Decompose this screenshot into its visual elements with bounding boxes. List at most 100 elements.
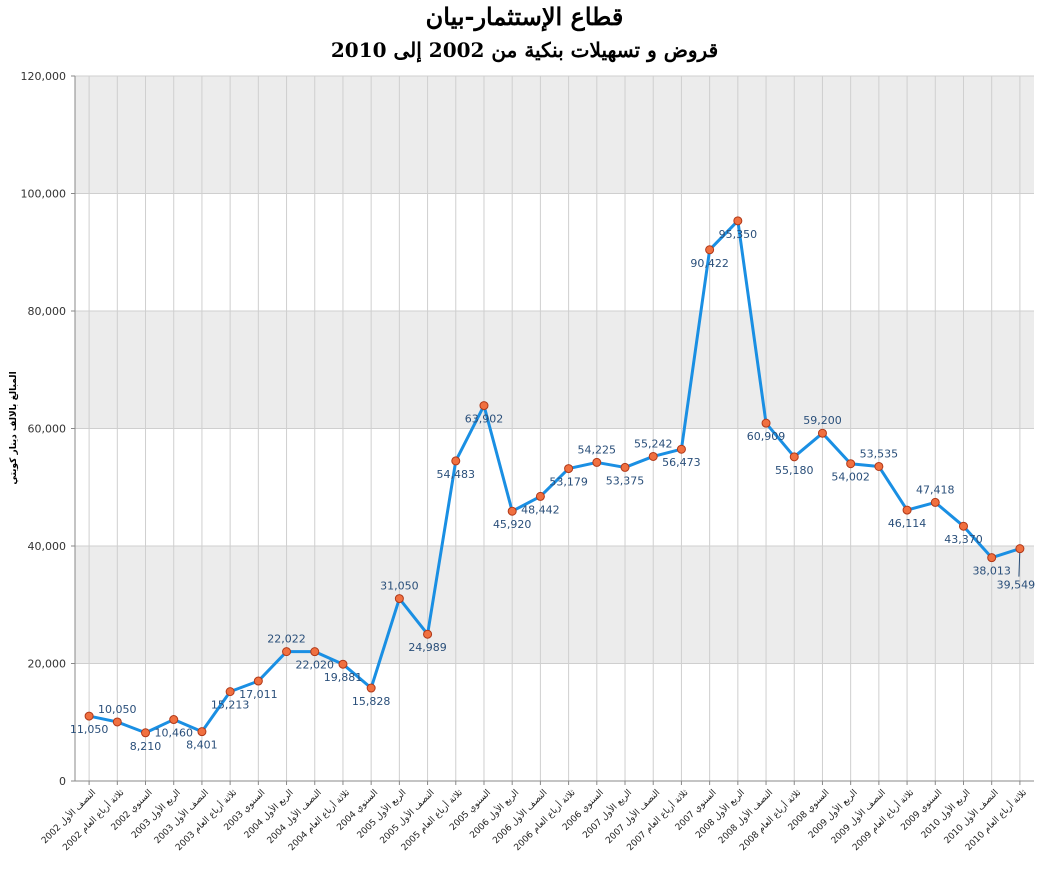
data-label: 55,180 (775, 464, 814, 477)
data-point (507, 506, 517, 516)
data-label: 54,002 (831, 471, 870, 484)
data-point (1015, 544, 1025, 554)
data-point (761, 418, 771, 428)
data-label: 24,989 (408, 641, 447, 654)
data-point (197, 727, 207, 737)
data-point (479, 401, 489, 411)
y-tick-label: 0 (59, 775, 66, 788)
x-tick-label: الربع الأول 2010 (918, 787, 972, 841)
data-label: 43,370 (944, 533, 983, 546)
data-point (310, 647, 320, 657)
data-point (564, 464, 574, 474)
horizontal-gridlines (75, 75, 1034, 664)
data-label: 55,242 (634, 437, 673, 450)
data-label: 22,022 (267, 633, 306, 646)
x-tick-label: الربع الأول 2004 (241, 787, 295, 841)
data-point (846, 459, 856, 469)
data-label: 39,549 (997, 579, 1036, 592)
data-label: 59,200 (803, 414, 842, 427)
data-point (592, 457, 602, 467)
y-tick-label: 40,000 (28, 540, 67, 553)
data-point (84, 711, 94, 721)
data-label: 48,442 (521, 503, 560, 516)
y-tick-label: 20,000 (28, 658, 67, 671)
label-leader-lines (1018, 548, 1021, 577)
background-band (75, 311, 1034, 429)
data-label: 10,050 (98, 703, 137, 716)
background-band (75, 546, 1034, 664)
data-point (338, 659, 348, 669)
data-point (874, 461, 884, 471)
data-point (676, 444, 686, 454)
y-tick-label: 100,000 (21, 188, 67, 201)
data-point (733, 216, 743, 226)
label-leader-line (1018, 548, 1021, 577)
x-tick-label: الربع الأول 2005 (354, 787, 408, 841)
data-point (930, 497, 940, 507)
data-label: 19,881 (324, 671, 363, 684)
data-label: 60,909 (747, 430, 786, 443)
data-point (789, 452, 799, 462)
data-label: 56,473 (662, 456, 701, 469)
series-line (88, 219, 1021, 735)
data-point (817, 428, 827, 438)
x-tick-label: الربع الأول 2009 (806, 787, 860, 841)
data-label: 8,210 (130, 740, 162, 753)
data-label: 22,020 (296, 659, 335, 672)
y-tick-label: 60,000 (28, 423, 67, 436)
data-label: 53,535 (860, 447, 899, 460)
data-label: 47,418 (916, 483, 955, 496)
y-tick-labels: 0 20,000 40,000 60,000 80,000 100,000 120,000 (21, 70, 75, 788)
data-point (620, 462, 630, 472)
x-tick-label: الربع الأول 2006 (467, 787, 521, 841)
y-tick-label: 120,000 (21, 70, 67, 83)
data-label: 11,050 (70, 723, 109, 736)
data-point (902, 505, 912, 515)
background-band (75, 76, 1034, 194)
x-tick-label: الربع الأول 2003 (129, 787, 183, 841)
data-label: 53,375 (606, 474, 645, 487)
data-label: 90,422 (690, 257, 729, 270)
data-label: 53,179 (549, 476, 588, 489)
x-tick-label: الربع الأول 2008 (693, 787, 747, 841)
data-label: 8,401 (186, 739, 218, 752)
data-label: 46,114 (888, 517, 927, 530)
y-tick-label: 80,000 (28, 305, 67, 318)
data-label: 38,013 (972, 565, 1011, 578)
data-point (282, 647, 292, 657)
data-label: 95,350 (719, 228, 758, 241)
data-label: 45,920 (493, 518, 532, 531)
data-point (253, 676, 263, 686)
data-point (394, 594, 404, 604)
x-tick-label: الربع الأول 2007 (580, 787, 634, 841)
chart-title: قطاع الإستثمار-بيان (425, 2, 624, 31)
background-bands (75, 76, 1034, 664)
data-point (225, 687, 235, 697)
data-point (535, 491, 545, 501)
data-point (141, 728, 151, 738)
data-point (451, 456, 461, 466)
data-label: 31,050 (380, 580, 419, 593)
x-tick-label: النصف الأول 2002 (39, 787, 99, 847)
data-point (705, 245, 715, 255)
data-point (648, 451, 658, 461)
data-label: 10,460 (154, 727, 193, 740)
data-label: 17,011 (239, 688, 278, 701)
data-point (169, 715, 179, 725)
data-points (84, 216, 1025, 738)
data-point (112, 717, 122, 727)
data-point (366, 683, 376, 693)
data-point (958, 521, 968, 531)
y-axis-label: المبالغ بالالف دينار كويتي (9, 371, 19, 484)
data-label: 15,828 (352, 695, 391, 708)
data-label: 15,213 (211, 699, 250, 712)
chart-subtitle: قروض و تسهيلات بنكية من 2002 إلى 2010 (330, 38, 719, 62)
data-label: 54,225 (578, 443, 617, 456)
data-label: 54,483 (437, 468, 476, 481)
data-point (987, 553, 997, 563)
data-point (423, 629, 433, 639)
data-label: 63,902 (465, 413, 504, 426)
